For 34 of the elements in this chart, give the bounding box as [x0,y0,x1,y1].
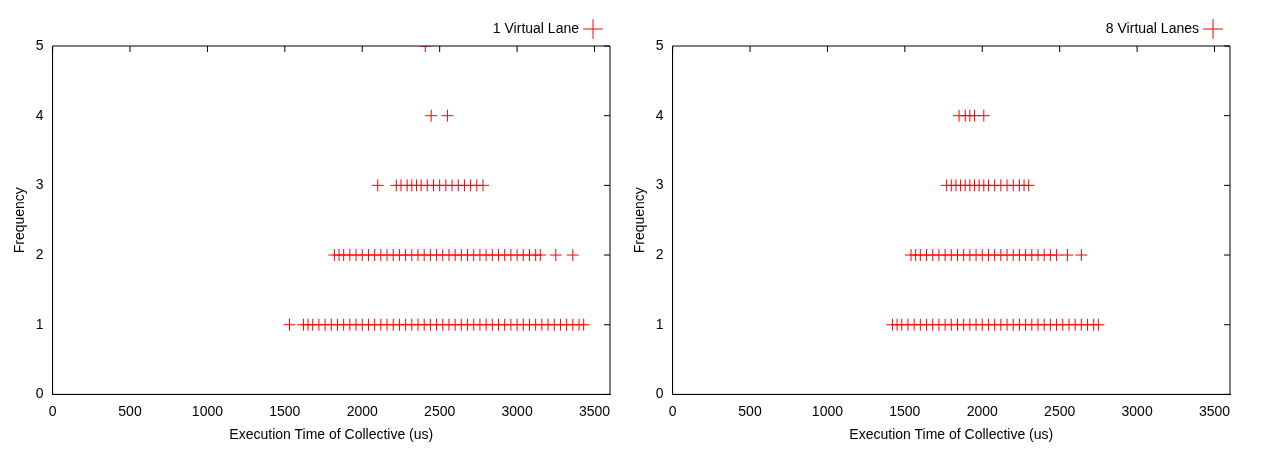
x-tick-label: 0 [668,402,677,419]
x-tick-label: 2500 [424,402,456,419]
x-tick-label: 2500 [1044,402,1076,419]
y-tick-label: 4 [655,106,664,123]
x-tick-label: 1500 [269,402,301,419]
y-tick-label: 2 [35,245,44,262]
y-tick-label: 0 [655,385,664,402]
y-tick-label: 3 [35,176,44,193]
y-tick-label: 0 [35,385,44,402]
x-tick-label: 0 [48,402,57,419]
x-tick-label: 3000 [501,402,533,419]
x-tick-label: 1000 [811,402,844,419]
x-tick-label: 1000 [191,402,224,419]
y-axis-title: Frequency [11,187,28,254]
x-tick-label: 3000 [1121,402,1153,419]
x-tick-label: 2000 [966,402,999,419]
x-tick-label: 2000 [346,402,379,419]
x-tick-label: 3500 [1198,402,1231,419]
y-tick-label: 5 [35,36,44,53]
x-tick-label: 1500 [889,402,921,419]
x-axis-title: Execution Time of Collective (us) [849,426,1054,443]
x-tick-label: 500 [118,402,142,419]
y-tick-label: 1 [655,315,664,332]
y-tick-label: 2 [655,245,664,262]
y-axis-title: Frequency [631,187,648,254]
x-tick-label: 3500 [578,402,611,419]
legend-label: 8 Virtual Lanes [1105,19,1199,36]
y-tick-label: 4 [35,106,44,123]
y-tick-label: 1 [35,315,44,332]
x-axis-title: Execution Time of Collective (us) [229,426,434,443]
y-tick-label: 5 [655,36,664,53]
x-tick-label: 500 [738,402,762,419]
y-tick-label: 3 [655,176,664,193]
legend-label: 1 Virtual Lane [492,19,580,36]
